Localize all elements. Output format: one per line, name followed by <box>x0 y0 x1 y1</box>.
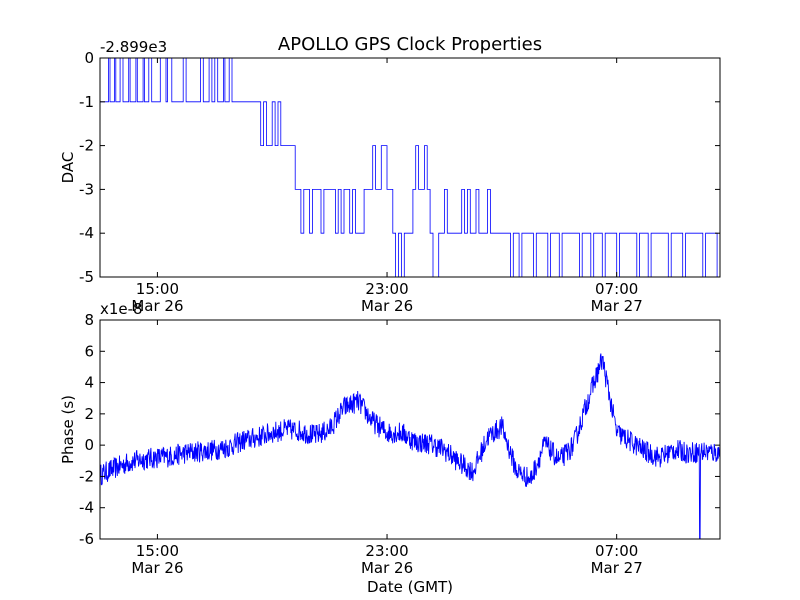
phase-offset-label: x1e-8 <box>100 300 143 318</box>
dac-ytick-label: -4 <box>79 224 94 242</box>
dac-ytick-label: -5 <box>79 268 94 286</box>
phase-xtick-time-label: 07:00 <box>595 542 638 560</box>
dac-axes-frame <box>99 57 721 278</box>
dac-xtick-time-label: 23:00 <box>365 280 408 298</box>
phase-ytick-label: 6 <box>84 342 94 360</box>
dac-xtick-time-label: 07:00 <box>595 280 638 298</box>
dac-ytick-label: -2 <box>79 137 94 155</box>
phase-xlabel: Date (GMT) <box>367 578 453 596</box>
phase-ytick-label: -2 <box>79 467 94 485</box>
dac-ylabel: DAC <box>59 152 77 184</box>
phase-xtick-time-label: 23:00 <box>365 542 408 560</box>
dac-xtick-date-label: Mar 27 <box>591 297 643 315</box>
phase-xtick-date-label: Mar 27 <box>591 559 643 577</box>
phase-ylabel: Phase (s) <box>59 395 77 464</box>
phase-xtick-date-label: Mar 26 <box>361 559 413 577</box>
phase-xtick-time-label: 15:00 <box>136 542 179 560</box>
dac-xtick-date-label: Mar 26 <box>131 297 183 315</box>
phase-ytick-label: 2 <box>84 405 94 423</box>
dac-series-line <box>100 58 720 277</box>
dac-ytick-label: -3 <box>79 180 94 198</box>
phase-ytick-label: -6 <box>79 530 94 548</box>
phase-series-line <box>100 353 720 539</box>
phase-ytick-label: 8 <box>84 311 94 329</box>
chart-title: APOLLO GPS Clock Properties <box>278 34 542 55</box>
phase-ytick-label: 0 <box>84 436 94 454</box>
phase-ytick-label: 4 <box>84 374 94 392</box>
dac-ytick-label: -1 <box>79 93 94 111</box>
dac-xtick-date-label: Mar 26 <box>361 297 413 315</box>
dac-ytick-label: 0 <box>84 49 94 67</box>
dac-offset-label: -2.899e3 <box>100 38 167 56</box>
phase-ytick-label: -4 <box>79 499 94 517</box>
phase-xtick-date-label: Mar 26 <box>131 559 183 577</box>
dac-xtick-time-label: 15:00 <box>136 280 179 298</box>
phase-axes-frame <box>99 319 721 540</box>
